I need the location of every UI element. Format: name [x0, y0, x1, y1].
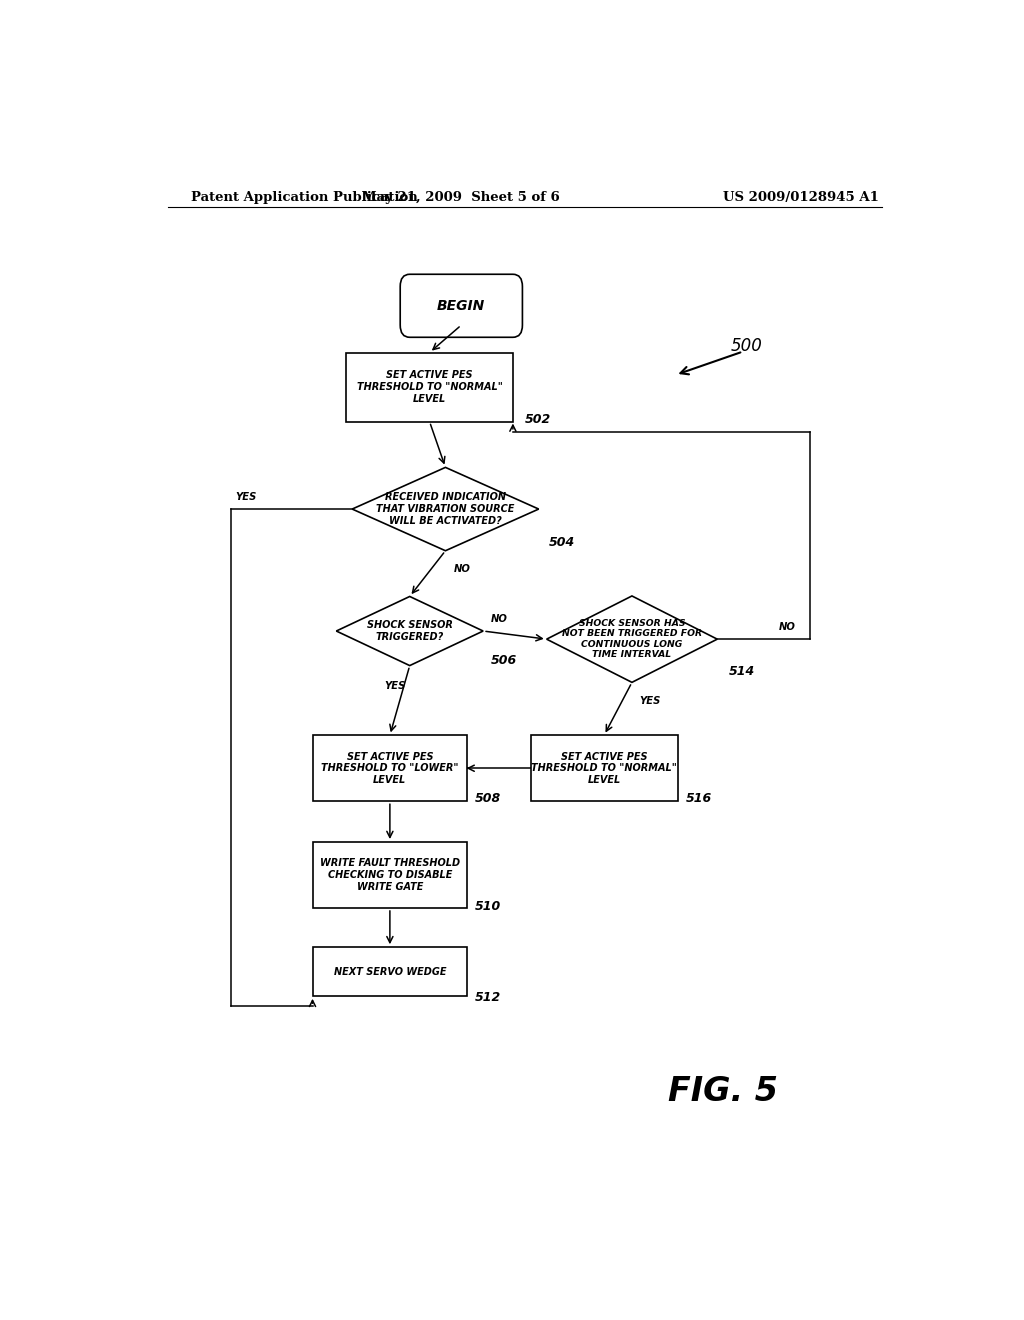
Text: RECEIVED INDICATION
THAT VIBRATION SOURCE
WILL BE ACTIVATED?: RECEIVED INDICATION THAT VIBRATION SOURC…	[376, 492, 515, 525]
Polygon shape	[547, 595, 717, 682]
Text: YES: YES	[384, 681, 406, 690]
Text: NO: NO	[778, 622, 796, 632]
Polygon shape	[336, 597, 483, 665]
Bar	[312, 842, 467, 908]
Text: 506: 506	[490, 653, 517, 667]
Polygon shape	[352, 467, 539, 550]
Bar	[346, 352, 513, 421]
Bar	[530, 735, 678, 801]
Text: 508: 508	[475, 792, 501, 805]
Text: 502: 502	[524, 413, 551, 426]
Text: May 21, 2009  Sheet 5 of 6: May 21, 2009 Sheet 5 of 6	[362, 190, 560, 203]
Text: 500: 500	[731, 338, 763, 355]
Text: SHOCK SENSOR HAS
NOT BEEN TRIGGERED FOR
CONTINUOUS LONG
TIME INTERVAL: SHOCK SENSOR HAS NOT BEEN TRIGGERED FOR …	[562, 619, 702, 659]
Text: YES: YES	[640, 696, 662, 706]
Text: FIG. 5: FIG. 5	[668, 1074, 777, 1107]
Bar	[312, 948, 467, 995]
Text: NO: NO	[454, 564, 470, 574]
Text: SHOCK SENSOR
TRIGGERED?: SHOCK SENSOR TRIGGERED?	[367, 620, 453, 642]
Text: SET ACTIVE PES
THRESHOLD TO "LOWER"
LEVEL: SET ACTIVE PES THRESHOLD TO "LOWER" LEVE…	[322, 751, 459, 785]
Text: 504: 504	[549, 536, 574, 549]
Text: NEXT SERVO WEDGE: NEXT SERVO WEDGE	[334, 966, 446, 977]
Text: Patent Application Publication: Patent Application Publication	[191, 190, 418, 203]
Text: SET ACTIVE PES
THRESHOLD TO "NORMAL"
LEVEL: SET ACTIVE PES THRESHOLD TO "NORMAL" LEV…	[356, 371, 503, 404]
Text: US 2009/0128945 A1: US 2009/0128945 A1	[723, 190, 879, 203]
Text: 510: 510	[475, 900, 501, 913]
Text: 514: 514	[729, 665, 755, 678]
Text: NO: NO	[492, 614, 508, 624]
Text: YES: YES	[236, 492, 256, 502]
Text: 512: 512	[475, 991, 501, 1005]
FancyBboxPatch shape	[400, 275, 522, 338]
Text: WRITE FAULT THRESHOLD
CHECKING TO DISABLE
WRITE GATE: WRITE FAULT THRESHOLD CHECKING TO DISABL…	[319, 858, 460, 891]
Text: BEGIN: BEGIN	[437, 298, 485, 313]
Text: 516: 516	[686, 792, 712, 805]
Bar	[312, 735, 467, 801]
Text: SET ACTIVE PES
THRESHOLD TO "NORMAL"
LEVEL: SET ACTIVE PES THRESHOLD TO "NORMAL" LEV…	[531, 751, 677, 785]
